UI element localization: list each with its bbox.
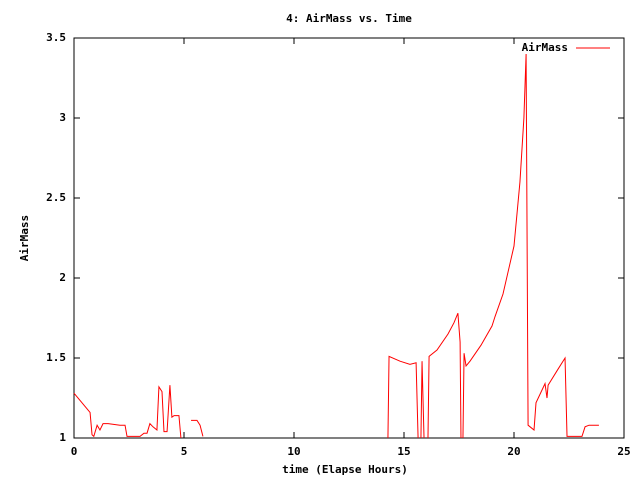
y-tick-label: 2 (59, 271, 66, 284)
y-tick-label: 3.5 (46, 31, 66, 44)
x-tick-label: 5 (181, 445, 188, 458)
x-tick-label: 20 (507, 445, 520, 458)
x-tick-label: 10 (287, 445, 300, 458)
data-line (73, 53, 599, 439)
y-axis-label: AirMass (18, 215, 31, 261)
plot-frame (73, 37, 625, 439)
x-axis-label: time (Elapse Hours) (282, 463, 408, 476)
x-tick-label: 25 (617, 445, 630, 458)
x-tick-label: 0 (71, 445, 78, 458)
y-tick-label: 1 (59, 431, 66, 444)
x-tick-label: 15 (397, 445, 410, 458)
y-tick-label: 2.5 (46, 191, 66, 204)
chart-title: 4: AirMass vs. Time (286, 12, 412, 25)
y-tick-label: 1.5 (46, 351, 66, 364)
legend-label: AirMass (522, 41, 568, 54)
y-tick-label: 3 (59, 111, 66, 124)
